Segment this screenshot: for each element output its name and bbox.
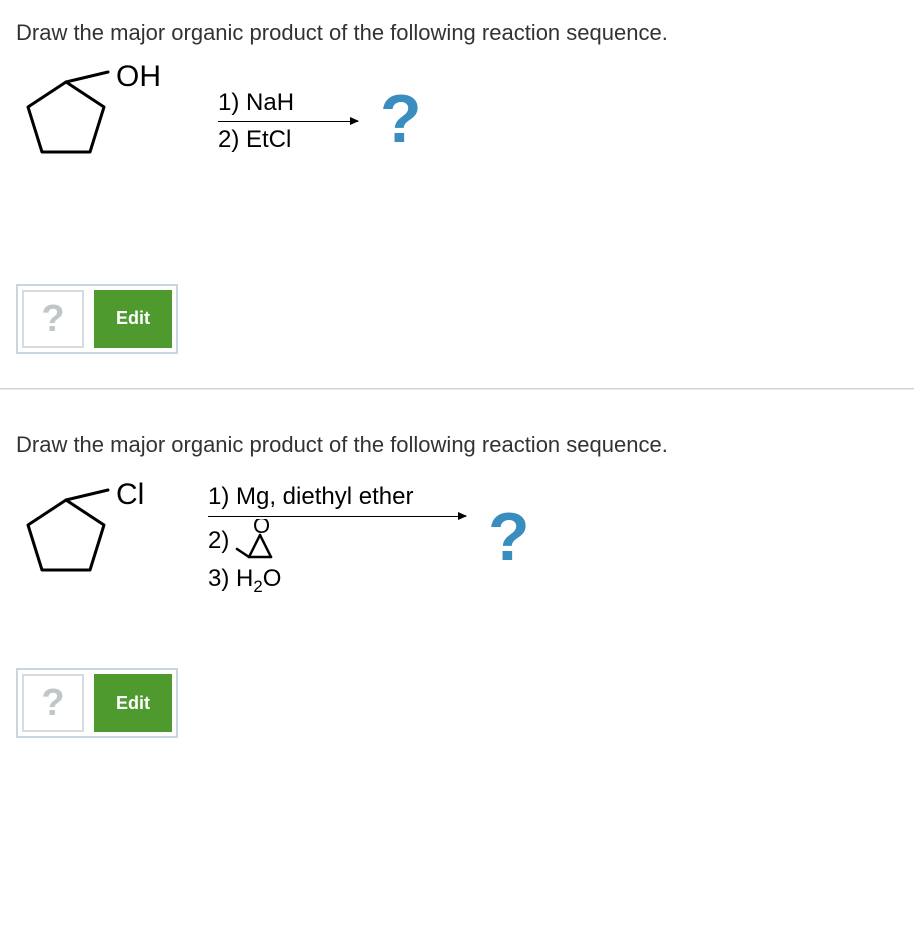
reagent-2-step2: 2) O: [208, 519, 466, 563]
answer-placeholder-q-2: ?: [41, 684, 64, 722]
epoxide-o-label: O: [253, 519, 270, 538]
answer-widget-2: ? Edit: [16, 668, 178, 738]
reaction-1: OH 1) NaH 2) EtCl ?: [16, 64, 898, 174]
substituent-label-oh: OH: [116, 64, 161, 93]
question-1-prompt: Draw the major organic product of the fo…: [16, 18, 898, 48]
substituent-label-cl: Cl: [116, 482, 144, 511]
product-placeholder-1: ?: [380, 85, 422, 153]
starting-material-1: OH: [16, 64, 196, 174]
question-divider: [0, 388, 914, 390]
reagent-1-step1: 1) NaH: [218, 87, 358, 119]
reagent-2-step1: 1) Mg, diethyl ether: [208, 481, 466, 513]
reagent-2-step3: 3) H2O: [208, 563, 466, 598]
question-2-prompt: Draw the major organic product of the fo…: [16, 430, 898, 460]
answer-placeholder-q-1: ?: [41, 300, 64, 338]
reagent-1-step2: 2) EtCl: [218, 124, 358, 156]
edit-button-1[interactable]: Edit: [94, 290, 172, 348]
reagent-2-step2-prefix: 2): [208, 525, 229, 557]
answer-canvas-1[interactable]: ?: [22, 290, 84, 348]
question-1: Draw the major organic product of the fo…: [16, 18, 898, 354]
reaction-arrow-2: 1) Mg, diethyl ether 2) O: [208, 475, 466, 598]
product-placeholder-2: ?: [488, 503, 530, 571]
starting-material-2: Cl: [16, 482, 186, 592]
edit-button-2[interactable]: Edit: [94, 674, 172, 732]
question-2: Draw the major organic product of the fo…: [16, 430, 898, 739]
propylene-oxide-icon: O: [235, 519, 285, 563]
reaction-2: Cl 1) Mg, diethyl ether 2) O: [16, 475, 898, 598]
answer-widget-1: ? Edit: [16, 284, 178, 354]
answer-canvas-2[interactable]: ?: [22, 674, 84, 732]
reaction-arrow-1: 1) NaH 2) EtCl: [218, 81, 358, 157]
